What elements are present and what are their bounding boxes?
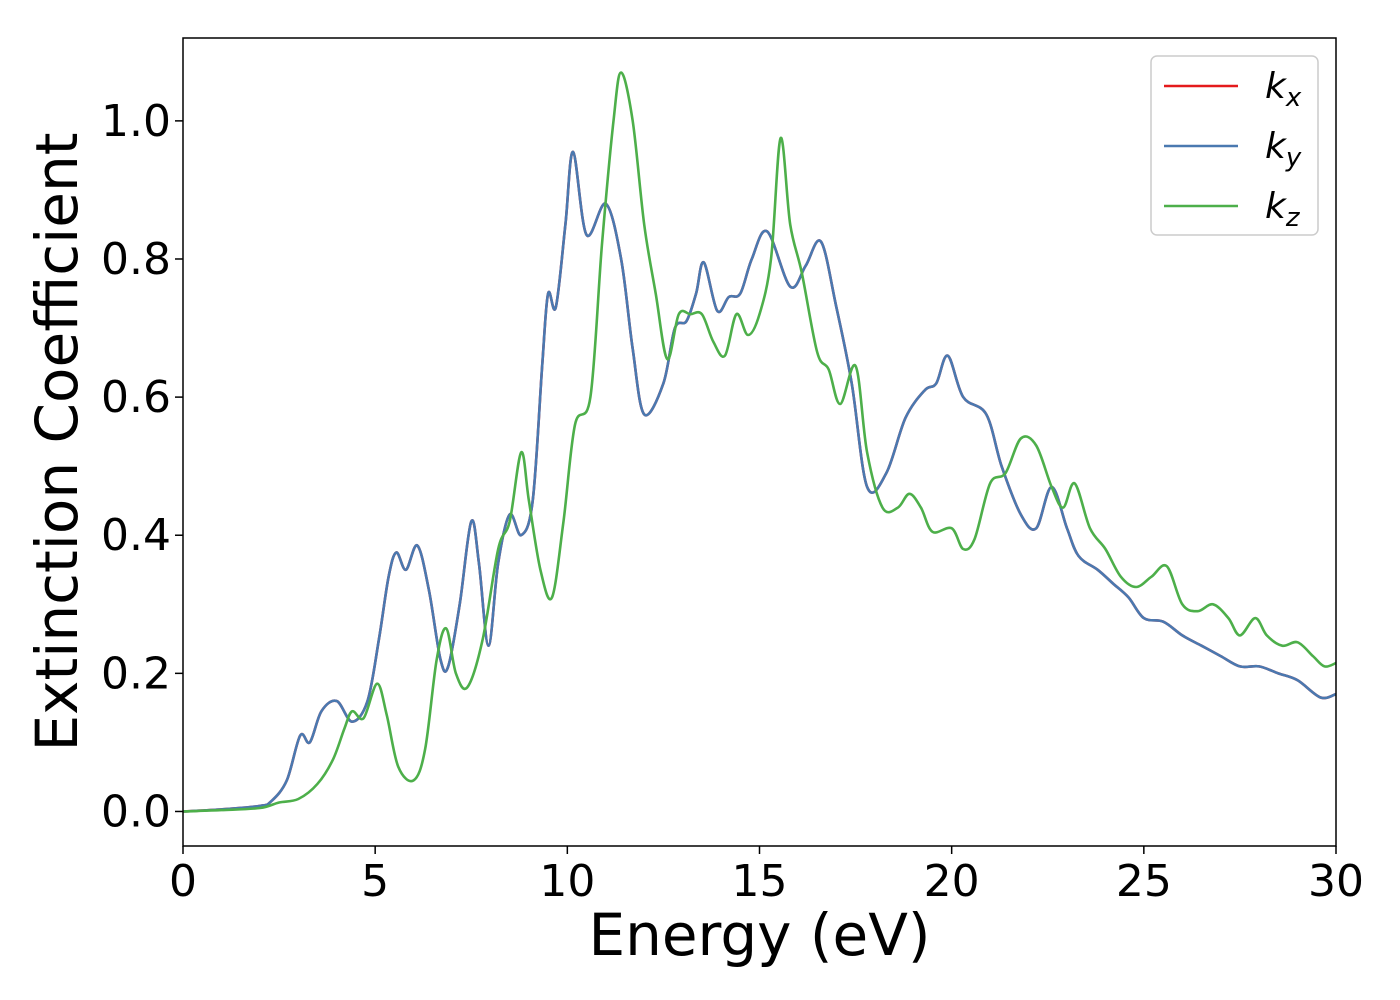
- x-tick-label: 10: [539, 856, 595, 907]
- y-tick-label: 0.8: [101, 234, 171, 285]
- legend-label-kz: kz: [1265, 186, 1301, 233]
- x-tick-label: 0: [169, 856, 197, 907]
- legend: kx ky kz: [1150, 55, 1319, 236]
- series-lines: [183, 71, 1336, 813]
- y-tick-label: 0.2: [101, 648, 171, 699]
- legend-label-kx: kx: [1265, 66, 1302, 113]
- y-tick-label: 0.4: [101, 510, 171, 561]
- x-tick-label: 5: [361, 856, 389, 907]
- x-axis-ticks: 0 5 10 15 20 25 30: [169, 846, 1364, 907]
- x-tick-label: 25: [1116, 856, 1172, 907]
- y-tick-label: 0.0: [101, 786, 171, 837]
- x-tick-label: 20: [924, 856, 980, 907]
- legend-label-ky: ky: [1265, 126, 1302, 173]
- y-axis-ticks: 0.0 0.2 0.4 0.6 0.8 1.0: [101, 96, 183, 837]
- y-tick-label: 0.6: [101, 372, 171, 423]
- series-line-ky: [183, 150, 1336, 813]
- x-tick-label: 30: [1308, 856, 1364, 907]
- series-line-kz: [183, 71, 1336, 813]
- y-tick-label: 1.0: [101, 96, 171, 147]
- x-tick-label: 15: [732, 856, 788, 907]
- y-axis-title: Extinction Coefficient: [23, 133, 91, 752]
- x-axis-title: Energy (eV): [588, 901, 930, 969]
